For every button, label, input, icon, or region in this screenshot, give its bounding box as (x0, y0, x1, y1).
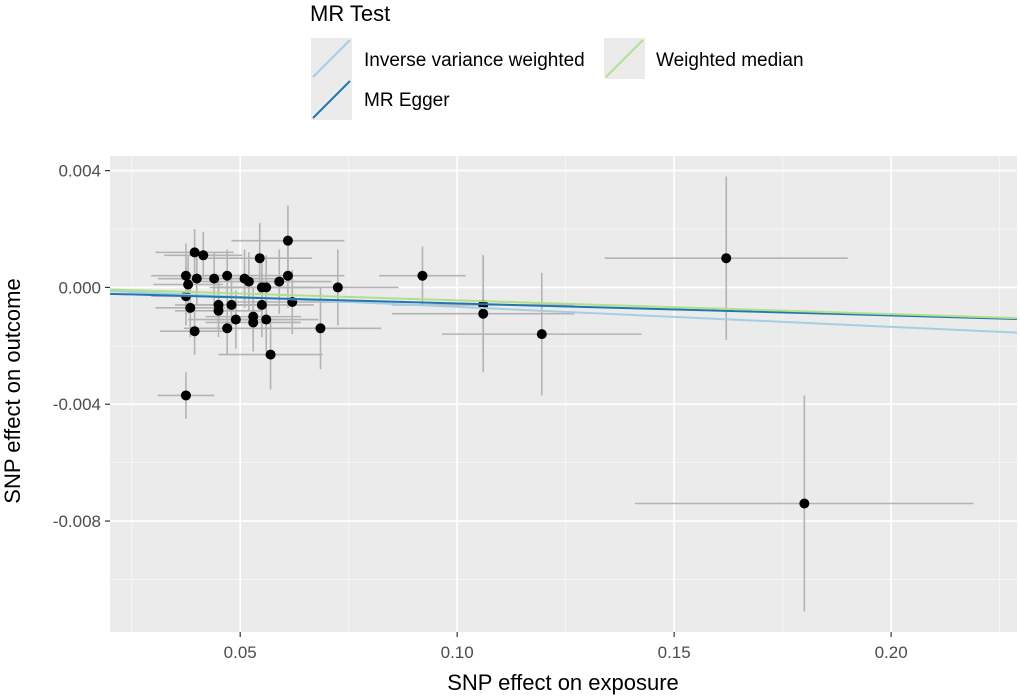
data-point (261, 282, 272, 293)
minor-gridlines (110, 156, 1017, 632)
data-point (213, 305, 224, 316)
plot-panel (110, 156, 1017, 632)
legend-key-egger (312, 80, 351, 119)
y-axis: 0.004 0.000 -0.004 -0.008 (53, 162, 110, 531)
data-point (721, 253, 732, 264)
y-axis-title: SNP effect on outcome (0, 278, 25, 503)
data-point (226, 299, 237, 310)
data-point (222, 270, 233, 281)
x-tick-label: 0.20 (875, 643, 908, 662)
x-tick-label: 0.05 (224, 643, 257, 662)
data-point (265, 349, 276, 360)
legend-label-wm: Weighted median (656, 50, 804, 71)
data-point (185, 302, 196, 313)
x-axis: 0.05 0.10 0.15 0.20 (224, 632, 908, 662)
legend-key-wm (605, 39, 644, 78)
data-point (417, 270, 428, 281)
data-point (282, 235, 293, 246)
legend-key-ivw (312, 39, 351, 78)
data-point (243, 276, 254, 287)
data-point (536, 329, 547, 340)
data-point (180, 270, 191, 281)
x-tick-label: 0.10 (441, 643, 474, 662)
data-points (180, 235, 810, 509)
data-point (248, 317, 259, 328)
fit-line (109, 288, 1018, 320)
data-point (198, 250, 209, 261)
data-point (209, 273, 220, 284)
data-point (274, 276, 285, 287)
legend-title: MR Test (310, 1, 390, 26)
y-tick-label: -0.008 (53, 512, 101, 531)
data-point (222, 323, 233, 334)
data-point (191, 273, 202, 284)
data-point (799, 498, 810, 509)
y-tick-label: 0.000 (58, 278, 101, 297)
data-point (189, 247, 200, 258)
data-point (230, 314, 241, 325)
data-point (282, 270, 293, 281)
data-point (315, 323, 326, 334)
data-point (332, 282, 343, 293)
legend: MR Test Inverse variance weighted MR Egg… (310, 1, 804, 120)
y-tick-label: 0.004 (58, 162, 101, 181)
legend-label-ivw: Inverse variance weighted (364, 50, 585, 71)
data-point (180, 390, 191, 401)
fit-line (109, 292, 1018, 320)
y-tick-label: -0.004 (53, 395, 101, 414)
legend-label-egger: MR Egger (364, 90, 450, 111)
data-point (183, 279, 194, 290)
data-point (256, 299, 267, 310)
data-point (254, 253, 265, 264)
x-tick-label: 0.15 (658, 643, 691, 662)
x-axis-title: SNP effect on exposure (447, 670, 679, 695)
data-point (189, 326, 200, 337)
data-point (478, 308, 489, 319)
regression-lines (109, 288, 1018, 334)
data-point (261, 314, 272, 325)
